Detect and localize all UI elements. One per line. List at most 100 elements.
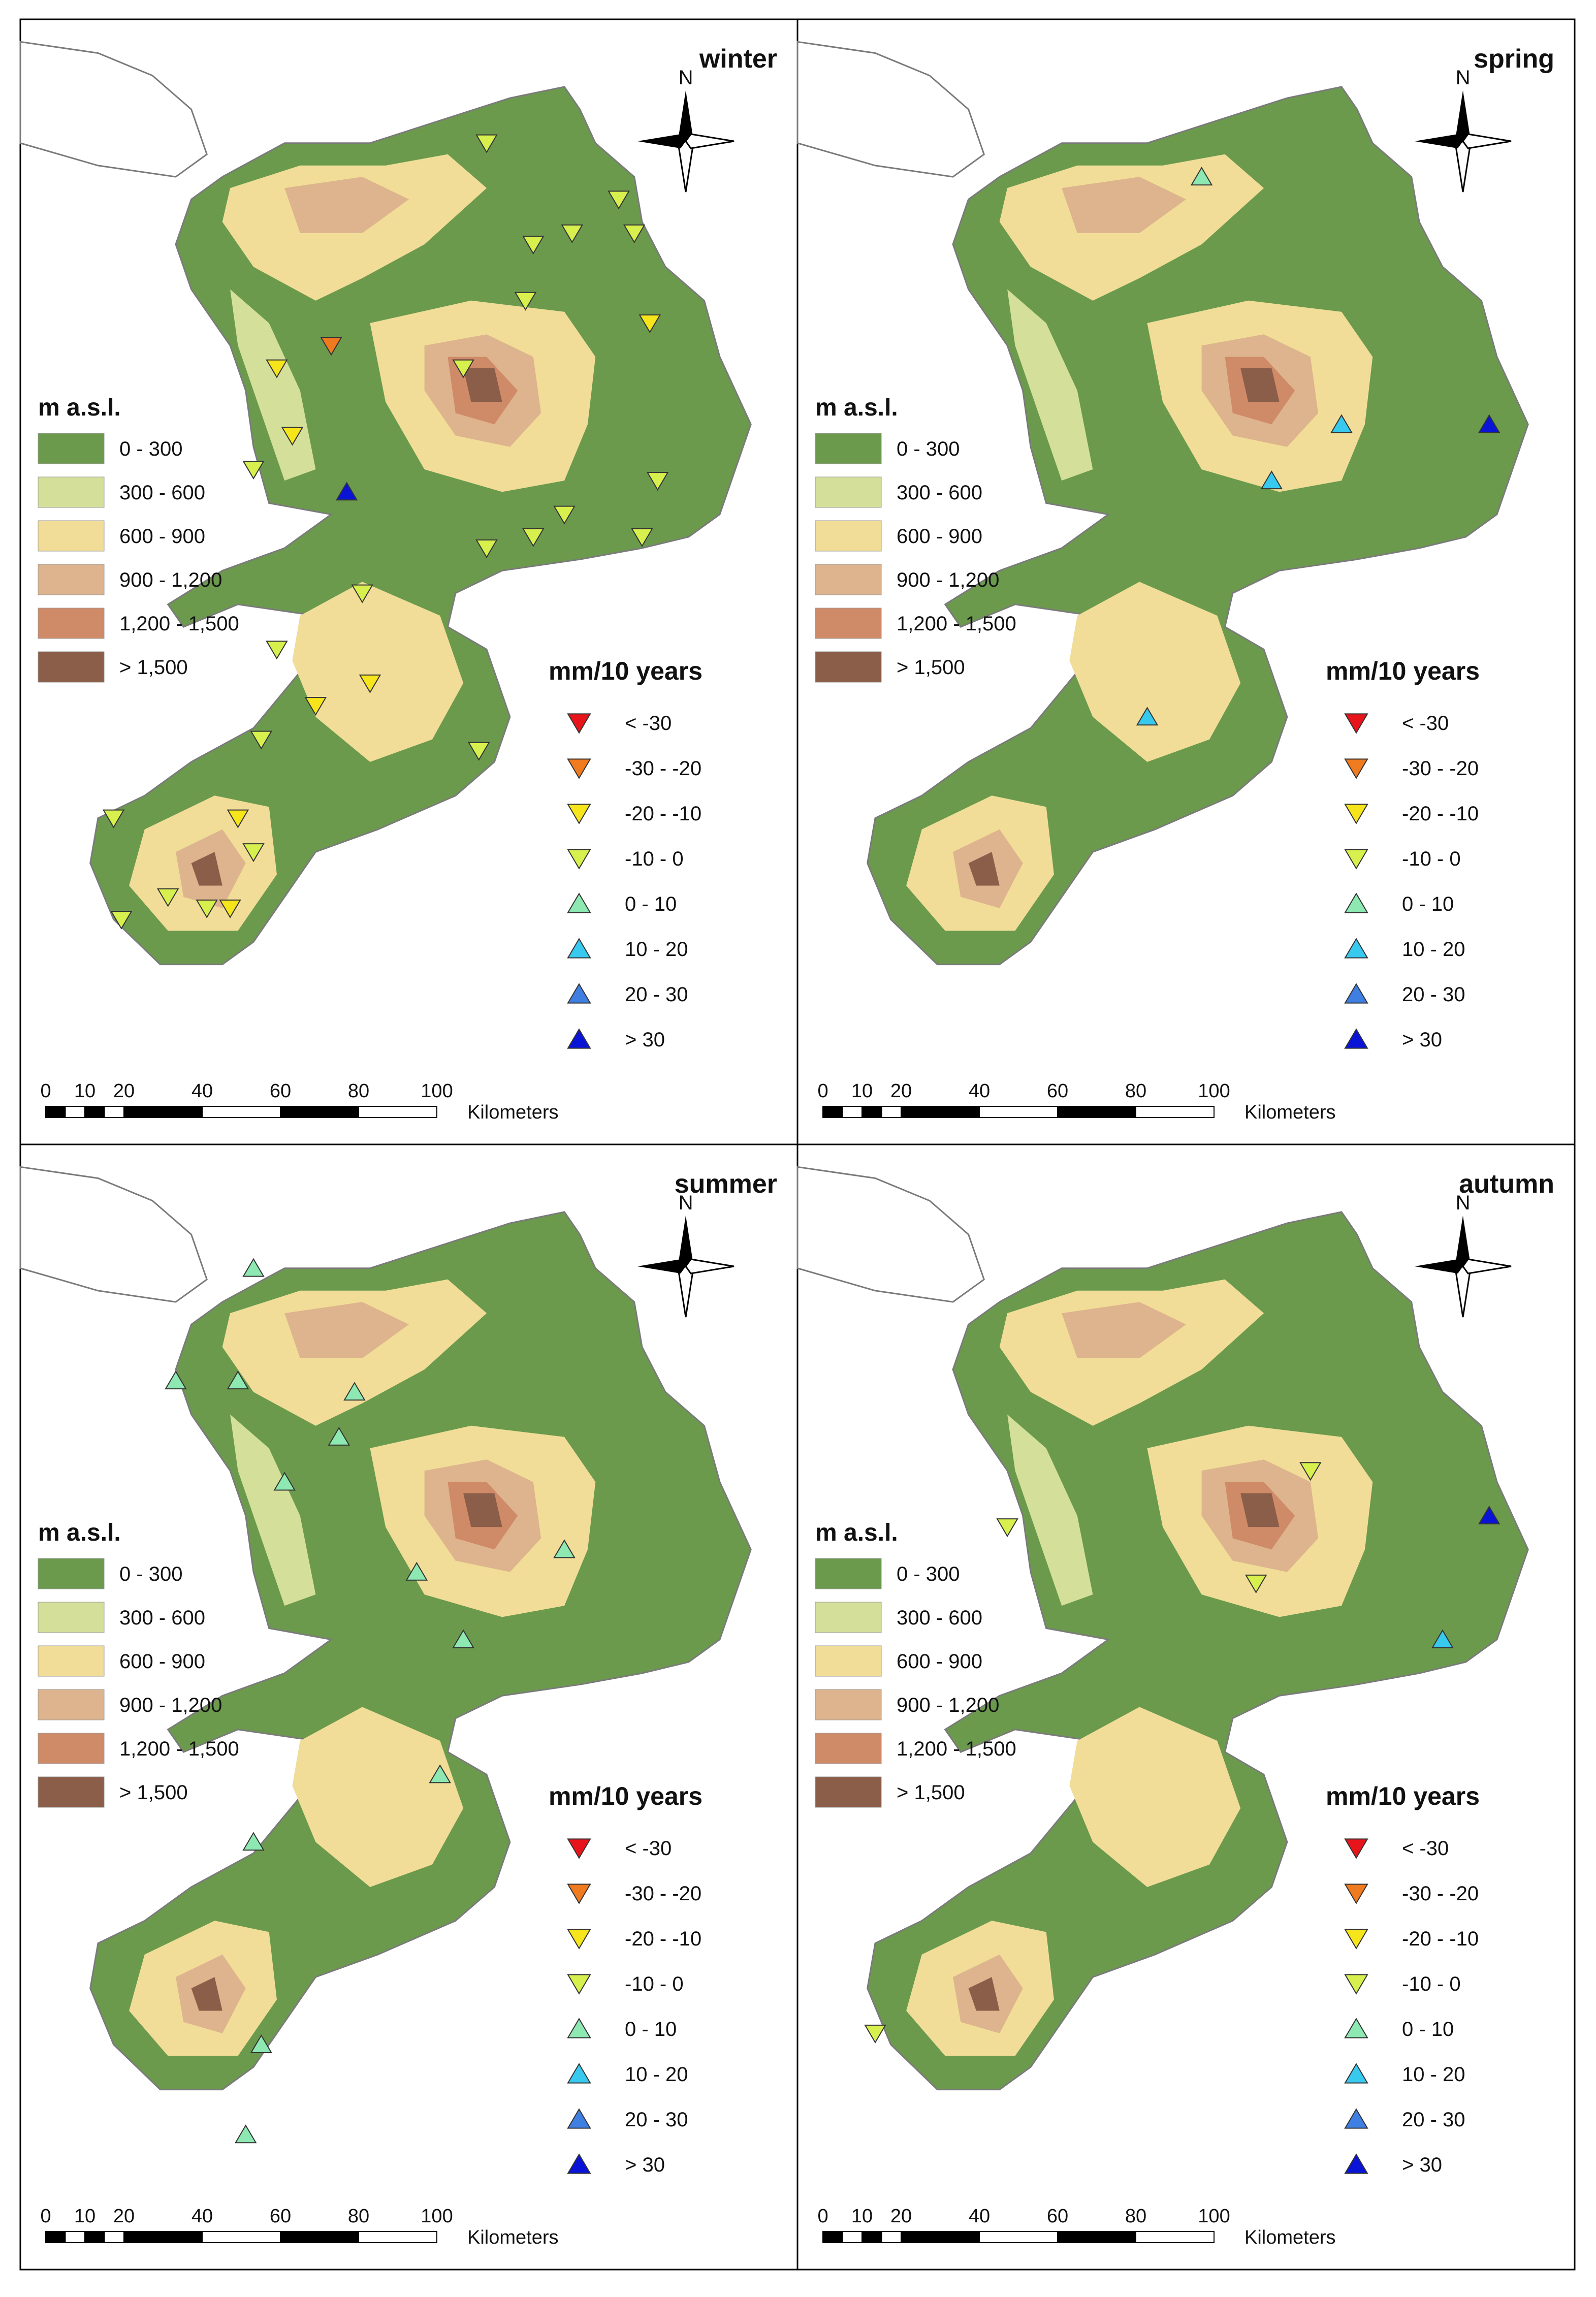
- scale-tick-label: 80: [1125, 1080, 1146, 1102]
- trend-class-label: 0 - 10: [625, 893, 677, 915]
- elevation-class-label: 600 - 900: [119, 1650, 205, 1673]
- elevation-above-1500: [191, 852, 222, 886]
- trend-legend-title: mm/10 years: [1326, 1782, 1480, 1810]
- elevation-class-label: 1,200 - 1,500: [119, 1738, 239, 1760]
- elevation-swatch: [815, 1733, 882, 1764]
- station-trend-marker: [1478, 414, 1501, 433]
- scale-tick-label: 60: [1047, 1080, 1068, 1102]
- neighbouring-coastline: [19, 1166, 208, 1303]
- station-trend-marker: [996, 1518, 1018, 1538]
- scale-segment: [104, 2231, 124, 2243]
- trend-legend-symbol: [1344, 2018, 1368, 2038]
- elevation-legend-title: m a.s.l.: [815, 394, 898, 421]
- trend-class-label: 10 - 20: [1402, 2063, 1465, 2086]
- calabria-lowland: [89, 1211, 752, 2091]
- station-trend-marker: [514, 292, 537, 311]
- station-trend-marker: [452, 359, 474, 378]
- elevation-class-label: > 1,500: [119, 1781, 188, 1804]
- scale-tick-label: 10: [74, 2206, 95, 2227]
- station-trend-marker: [250, 730, 273, 750]
- trend-legend-symbol: [567, 2108, 591, 2129]
- scale-tick-label: 0: [40, 1080, 51, 1102]
- scale-tick-label: 60: [1047, 2206, 1068, 2227]
- elevation-swatch: [38, 1689, 105, 1720]
- scale-unit-label: Kilometers: [1244, 1102, 1336, 1123]
- scale-tick-label: 80: [1125, 2206, 1146, 2227]
- trend-class-label: 20 - 30: [1402, 983, 1465, 1006]
- elevation-above-1500: [968, 852, 1000, 886]
- elevation-legend-title: m a.s.l.: [815, 1519, 898, 1546]
- elevation-class-label: 1,200 - 1,500: [119, 613, 239, 635]
- elevation-legend: m a.s.l. 0 - 300 300 - 600 600 - 900 900 - 1…: [815, 1519, 1016, 1808]
- trend-legend-symbol: [567, 1838, 591, 1859]
- trend-class-label: 20 - 30: [625, 2109, 688, 2131]
- scale-segment: [358, 1106, 437, 1118]
- trend-legend-symbol: [1344, 2108, 1368, 2129]
- scale-segment: [861, 1106, 882, 1118]
- station-trend-marker: [320, 337, 342, 356]
- elevation-swatch: [815, 651, 882, 683]
- elevation-class-label: > 1,500: [897, 656, 965, 679]
- trend-legend-symbol: [567, 1974, 591, 1995]
- scale-tick-label: 10: [851, 2206, 873, 2227]
- elevation-swatch: [38, 1645, 105, 1677]
- trend-class-label: 0 - 10: [625, 2018, 677, 2040]
- map-panel-winter: winter Nm a.s.l. 0 - 300 300 - 600 600 - 900…: [19, 18, 799, 1145]
- elevation-900-1200: [1062, 1302, 1186, 1358]
- trend-legend-symbol: [1344, 804, 1368, 824]
- scale-tick-label: 100: [1198, 2206, 1230, 2227]
- scale-tick-label: 40: [191, 2206, 213, 2227]
- trend-class-label: -30 - -20: [625, 1883, 701, 1905]
- station-trend-marker: [242, 1258, 265, 1277]
- scale-segment: [84, 2231, 105, 2243]
- compass-rose-icon: N: [637, 67, 735, 193]
- elevation-class-label: 900 - 1,200: [897, 1694, 999, 1716]
- trend-class-label: -30 - -20: [1402, 1883, 1479, 1905]
- station-trend-marker: [639, 314, 661, 334]
- scale-tick-label: 40: [191, 1080, 213, 1102]
- scale-segment: [202, 2231, 281, 2243]
- station-trend-marker: [156, 888, 179, 907]
- scale-tick-label: 80: [348, 2206, 369, 2227]
- trend-legend: mm/10 years < -30 -30 - -20 -20 - -10 -10 - …: [1326, 1782, 1480, 2176]
- scale-segment: [65, 2231, 85, 2243]
- scale-segment: [979, 1106, 1058, 1118]
- scale-tick-label: 100: [421, 1080, 453, 1102]
- elevation-legend: m a.s.l. 0 - 300 300 - 600 600 - 900 900 - 1…: [38, 394, 239, 683]
- elevation-swatch: [38, 651, 105, 683]
- scale-segment: [1135, 1106, 1215, 1118]
- elevation-class-label: 600 - 900: [897, 1650, 982, 1673]
- station-trend-marker: [242, 843, 265, 863]
- scale-tick-label: 60: [270, 1080, 291, 1102]
- station-trend-marker: [405, 1561, 428, 1581]
- north-label: N: [1456, 67, 1471, 89]
- north-label: N: [679, 1192, 693, 1214]
- scale-tick-label: 80: [348, 1080, 369, 1102]
- station-trend-marker: [429, 1764, 451, 1783]
- scale-segment: [45, 2231, 66, 2243]
- trend-legend-symbol: [1344, 1838, 1368, 1859]
- trend-legend: mm/10 years < -30 -30 - -20 -20 - -10 -10 - …: [549, 657, 703, 1051]
- elevation-class-label: 1,200 - 1,500: [897, 613, 1016, 635]
- scale-segment: [280, 2231, 359, 2243]
- scale-segment: [901, 1106, 980, 1118]
- trend-legend-symbol: [1344, 2153, 1368, 2174]
- scale-tick-label: 20: [113, 2206, 135, 2227]
- trend-class-label: 10 - 20: [625, 938, 688, 961]
- scale-segment: [842, 2231, 863, 2243]
- station-trend-marker: [646, 472, 669, 491]
- trend-legend-symbol: [567, 713, 591, 734]
- trend-legend-symbol: [1344, 938, 1368, 959]
- scale-bar: 0 10 20 40 60 80 100 Kilometers: [817, 2206, 1335, 2248]
- neighbouring-coastline: [796, 1166, 985, 1303]
- elevation-600-900: [292, 582, 464, 762]
- trend-class-label: 20 - 30: [1402, 2109, 1465, 2131]
- scale-tick-label: 10: [74, 1080, 95, 1102]
- station-trend-marker: [467, 742, 490, 761]
- elevation-above-1500: [463, 368, 502, 402]
- station-trend-marker: [1431, 1629, 1454, 1648]
- trend-legend-symbol: [1344, 983, 1368, 1004]
